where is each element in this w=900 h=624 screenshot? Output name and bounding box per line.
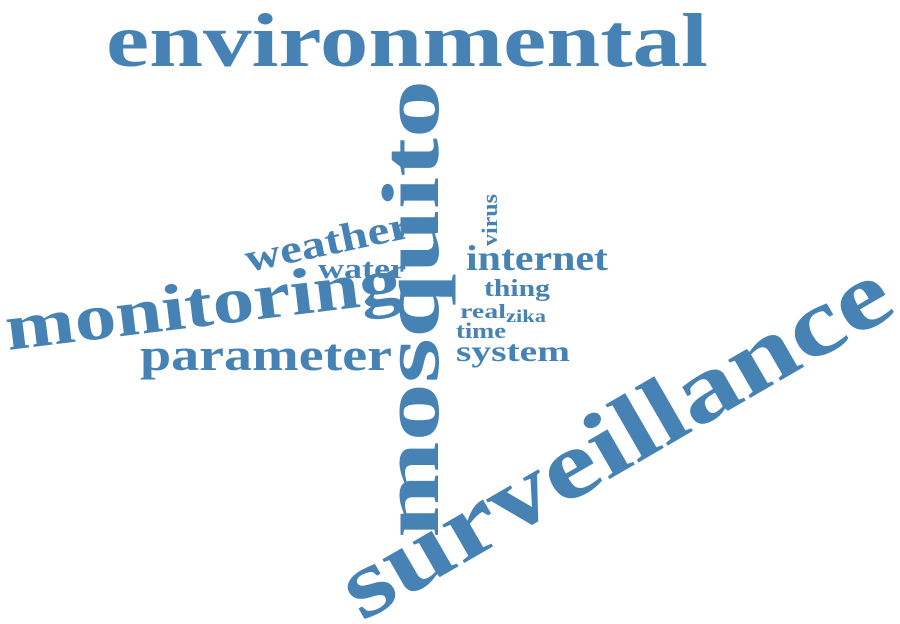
word-environmental: environmental bbox=[106, 0, 708, 83]
word-real: real bbox=[460, 301, 507, 323]
word-system: system bbox=[456, 335, 570, 368]
word-time: time bbox=[456, 318, 506, 343]
word-virus: virus bbox=[477, 194, 502, 246]
word-water: water bbox=[318, 254, 406, 285]
word-zika: zika bbox=[506, 306, 546, 326]
word-parameter: parameter bbox=[140, 329, 392, 380]
word-mosquito: mosquito bbox=[365, 80, 456, 538]
word-internet: internet bbox=[466, 238, 608, 278]
word-thing: thing bbox=[484, 276, 550, 302]
